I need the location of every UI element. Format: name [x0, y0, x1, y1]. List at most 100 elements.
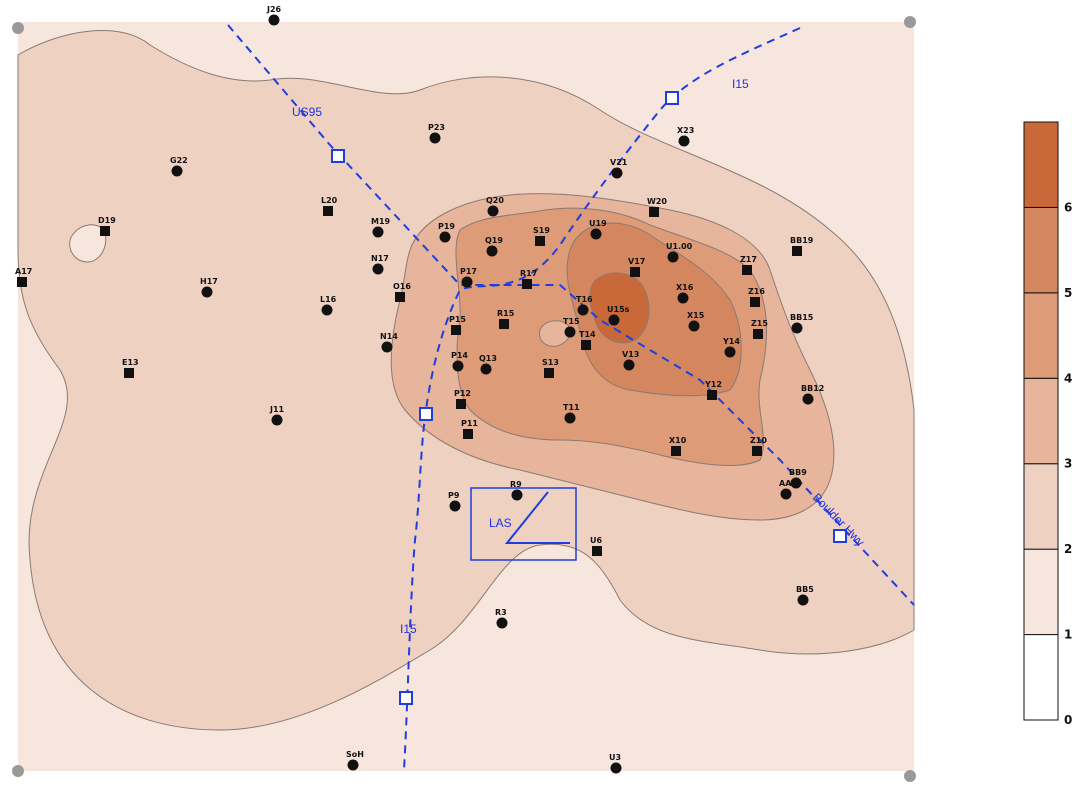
station-label: Z15: [751, 319, 768, 328]
us95-road: [227, 24, 915, 606]
station[interactable]: Y14: [722, 337, 740, 358]
legend-swatch: [1023, 206, 1059, 294]
station[interactable]: P15: [449, 315, 466, 335]
station[interactable]: R15: [497, 309, 515, 329]
station[interactable]: X10: [669, 436, 687, 456]
station[interactable]: Q13: [479, 354, 497, 375]
station-label: E13: [122, 358, 139, 367]
station[interactable]: SoH: [346, 750, 364, 771]
station[interactable]: O16: [393, 282, 411, 302]
station-label: BB12: [801, 384, 824, 393]
station-label: T11: [563, 403, 580, 412]
station-label: Q20: [486, 196, 504, 205]
station-marker: [688, 320, 700, 332]
station-label: S13: [542, 358, 559, 367]
station[interactable]: G22: [170, 156, 188, 177]
station-marker: [780, 488, 792, 500]
station-label: N17: [371, 254, 389, 263]
station-label: AA9: [779, 479, 797, 488]
station-label: Q13: [479, 354, 497, 363]
station[interactable]: D19: [98, 216, 116, 236]
station-marker: [381, 341, 393, 353]
corner-marker: [12, 765, 24, 777]
station-marker: [630, 267, 640, 277]
station-marker: [678, 135, 690, 147]
station[interactable]: Q20: [486, 196, 504, 217]
station[interactable]: S13: [542, 358, 559, 378]
station[interactable]: U6: [590, 536, 602, 556]
station-marker: [791, 322, 803, 334]
station[interactable]: T14: [579, 330, 596, 350]
station[interactable]: BB19: [790, 236, 814, 256]
station-label: X16: [676, 283, 694, 292]
station[interactable]: L16: [320, 295, 337, 316]
highway-shield-icon: [665, 91, 679, 105]
station[interactable]: P14: [451, 351, 468, 372]
station[interactable]: Z10: [750, 436, 767, 456]
station[interactable]: Z17: [740, 255, 757, 275]
highway-shield-icon: [399, 691, 413, 705]
station[interactable]: R9: [510, 480, 523, 501]
station[interactable]: X23: [677, 126, 694, 147]
station-marker: [486, 245, 498, 257]
corner-marker: [904, 16, 916, 28]
station[interactable]: Y12: [704, 380, 722, 400]
station-label: V21: [610, 158, 628, 167]
station[interactable]: L20: [321, 196, 338, 216]
station-label: L20: [321, 196, 338, 205]
station[interactable]: P11: [461, 419, 478, 439]
station[interactable]: T15: [563, 317, 580, 338]
station-marker: [792, 246, 802, 256]
station[interactable]: N17: [371, 254, 389, 275]
station[interactable]: V17: [628, 257, 645, 277]
station[interactable]: M19: [371, 217, 391, 238]
station[interactable]: E13: [122, 358, 139, 378]
station[interactable]: Z16: [748, 287, 765, 307]
station-marker: [790, 477, 802, 489]
station-label: R3: [495, 608, 507, 617]
corner-marker: [904, 770, 916, 782]
station-label: R9: [510, 480, 522, 489]
station[interactable]: R3: [495, 608, 508, 629]
station[interactable]: J26: [266, 5, 282, 26]
station[interactable]: N14: [380, 332, 398, 353]
station[interactable]: V21: [610, 158, 628, 179]
station[interactable]: U3: [609, 753, 622, 774]
station-marker: [649, 207, 659, 217]
station[interactable]: P17: [460, 267, 477, 288]
station-marker: [171, 165, 183, 177]
legend-tick-label: 6: [1064, 200, 1072, 214]
station[interactable]: BB12: [801, 384, 824, 405]
station[interactable]: H17: [200, 277, 218, 298]
station[interactable]: U15s: [607, 305, 630, 326]
station[interactable]: W20: [647, 197, 667, 217]
station[interactable]: Z15: [751, 319, 768, 339]
highway-shield-icon: [419, 407, 433, 421]
station[interactable]: R17: [520, 269, 537, 289]
station[interactable]: P23: [428, 123, 445, 144]
station[interactable]: BB5: [796, 585, 814, 606]
station[interactable]: S19: [533, 226, 550, 246]
station[interactable]: P12: [454, 389, 471, 409]
station-marker: [677, 292, 689, 304]
station[interactable]: T16: [576, 295, 593, 316]
station[interactable]: J11: [269, 405, 285, 426]
station[interactable]: X16: [676, 283, 694, 304]
station[interactable]: U19: [589, 219, 607, 240]
roads: [227, 24, 915, 771]
station[interactable]: AA9: [779, 479, 797, 500]
station-marker: [742, 265, 752, 275]
station[interactable]: T11: [563, 403, 580, 424]
station[interactable]: BB15: [790, 313, 814, 334]
station[interactable]: U1.00: [666, 242, 693, 263]
station[interactable]: V13: [622, 350, 639, 371]
station-label: Y14: [722, 337, 740, 346]
station-label: V17: [628, 257, 645, 266]
station[interactable]: Q19: [485, 236, 503, 257]
station[interactable]: X15: [687, 311, 705, 332]
station[interactable]: P9: [448, 491, 461, 512]
station[interactable]: A17: [15, 267, 32, 287]
station[interactable]: P19: [438, 222, 455, 243]
station[interactable]: BB9: [789, 468, 807, 489]
